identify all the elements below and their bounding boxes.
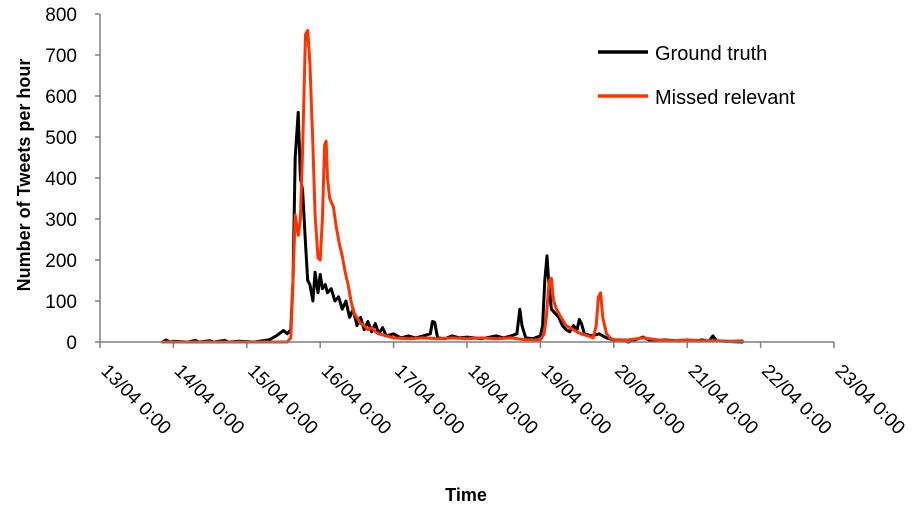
series-layer	[160, 28, 744, 344]
x-tick-label: 20/04 0:00	[610, 361, 688, 439]
y-tick-label: 200	[45, 251, 77, 272]
y-tick-label: 0	[66, 333, 77, 354]
x-tick-label: 13/04 0:00	[96, 361, 174, 439]
series-line-missed-relevant	[160, 28, 744, 344]
y-axis-label-group: Number of Tweets per hour	[14, 59, 34, 292]
legend: Ground truth Missed relevant	[598, 43, 796, 109]
x-tick-label: 21/04 0:00	[684, 361, 762, 439]
x-tick-label: 22/04 0:00	[757, 361, 835, 439]
y-tick-label: 300	[45, 210, 77, 231]
series-line-ground-truth	[160, 110, 744, 344]
legend-label-missed-relevant: Missed relevant	[655, 87, 796, 109]
y-tick-label: 400	[45, 169, 77, 190]
x-tick-label: 14/04 0:00	[170, 361, 248, 439]
y-tick-label: 700	[45, 46, 77, 67]
y-tick-label: 100	[45, 292, 77, 313]
x-tick-label: 18/04 0:00	[463, 361, 541, 439]
x-tick-label: 15/04 0:00	[243, 361, 321, 439]
legend-label-ground-truth: Ground truth	[655, 43, 767, 65]
y-tick-label: 600	[45, 87, 77, 108]
y-tick-label: 800	[45, 5, 77, 26]
x-tick-label: 17/04 0:00	[390, 361, 468, 439]
x-tick-label: 19/04 0:00	[537, 361, 615, 439]
x-tick-label: 16/04 0:00	[317, 361, 395, 439]
x-tick-label: 23/04 0:00	[830, 361, 908, 439]
y-axis-ticks: 0 100 200 300 400 500 600 700 800	[45, 5, 100, 354]
x-axis-label: Time	[445, 485, 487, 505]
y-axis-label: Number of Tweets per hour	[14, 59, 34, 292]
y-tick-label: 500	[45, 128, 77, 149]
